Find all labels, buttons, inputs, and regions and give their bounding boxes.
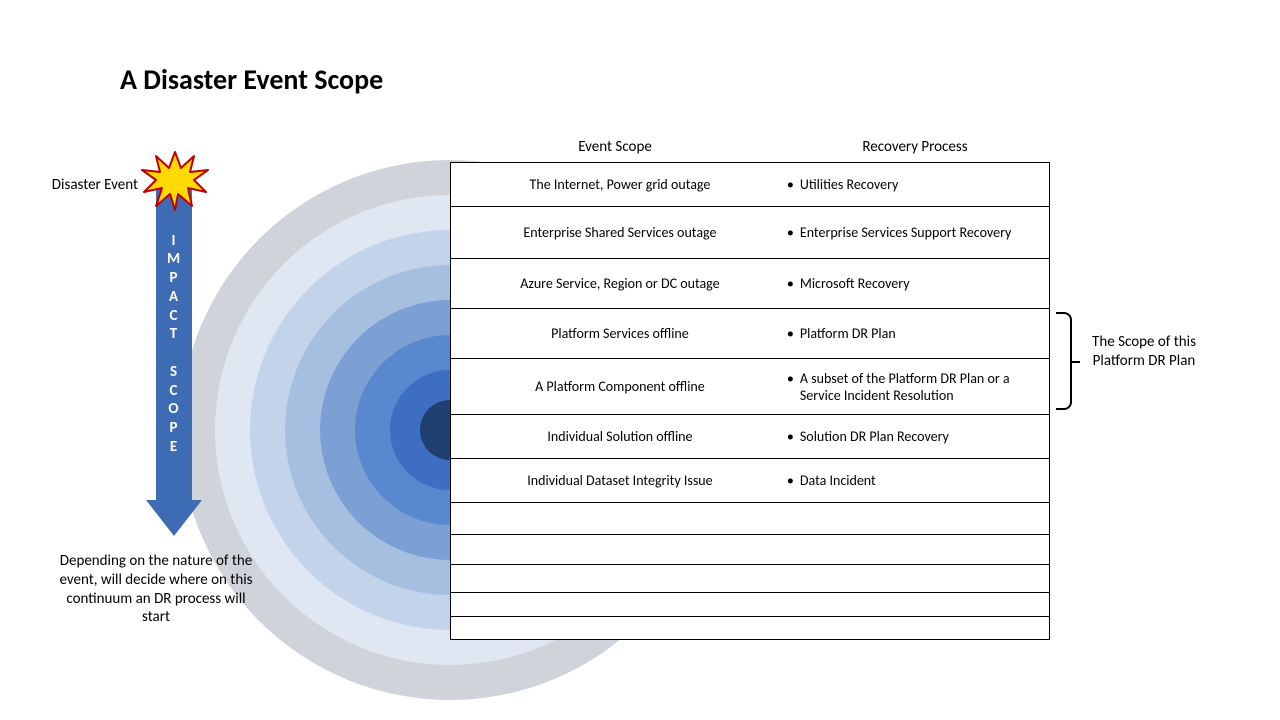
impact-arrow-letter: P (170, 269, 179, 288)
table-row: Individual Dataset Integrity IssueData I… (451, 459, 1049, 503)
header-event-scope: Event Scope (450, 138, 780, 156)
impact-arrow-head (146, 500, 202, 536)
bracket-label: The Scope of this Platform DR Plan (1084, 333, 1204, 371)
table-headers: Event Scope Recovery Process (450, 138, 1050, 156)
table-row (451, 565, 1049, 593)
event-scope-cell: Platform Services offline (461, 325, 779, 342)
recovery-process-cell: A subset of the Platform DR Plan or a Se… (779, 370, 1039, 404)
recovery-process-cell: Microsoft Recovery (779, 275, 1039, 292)
impact-arrow-letter: S (170, 363, 178, 382)
impact-arrow-letter: E (170, 438, 178, 457)
table-row: Individual Solution offlineSolution DR P… (451, 415, 1049, 459)
header-recovery-process: Recovery Process (780, 138, 1050, 156)
recovery-process-cell: Solution DR Plan Recovery (779, 428, 1039, 445)
page-title: A Disaster Event Scope (120, 62, 383, 97)
recovery-process-cell: Utilities Recovery (779, 176, 1039, 193)
impact-arrow-letter: I (172, 232, 177, 251)
table-row (451, 617, 1049, 641)
table-row: Platform Services offlinePlatform DR Pla… (451, 309, 1049, 359)
impact-scope-arrow: IMPACT SCOPE (146, 180, 202, 540)
table-row: A Platform Component offlineA subset of … (451, 359, 1049, 415)
event-scope-cell: A Platform Component offline (461, 378, 779, 395)
impact-arrow-letter: P (170, 419, 179, 438)
impact-arrow-letter: C (170, 382, 179, 401)
event-scope-cell: Individual Dataset Integrity Issue (461, 472, 779, 489)
impact-arrow-letter (172, 344, 176, 363)
recovery-process-cell: Data Incident (779, 472, 1039, 489)
table-row: Azure Service, Region or DC outageMicros… (451, 259, 1049, 309)
impact-arrow-letter: C (170, 307, 179, 326)
recovery-process-cell: Platform DR Plan (779, 325, 1039, 342)
event-scope-cell: Enterprise Shared Services outage (461, 224, 779, 241)
impact-arrow-letter: T (170, 325, 178, 344)
table-row (451, 535, 1049, 565)
impact-arrow-letter: A (169, 288, 179, 307)
table-row (451, 593, 1049, 617)
impact-arrow-letter: M (167, 250, 181, 269)
arrow-caption: Depending on the nature of the event, wi… (56, 552, 256, 627)
impact-arrow-shaft: IMPACT SCOPE (156, 180, 192, 500)
event-scope-cell: Individual Solution offline (461, 428, 779, 445)
table-row (451, 503, 1049, 535)
event-scope-cell: The Internet, Power grid outage (461, 176, 779, 193)
disaster-event-label: Disaster Event (38, 176, 138, 195)
table-row: Enterprise Shared Services outageEnterpr… (451, 207, 1049, 259)
recovery-process-cell: Enterprise Services Support Recovery (779, 224, 1039, 241)
event-scope-cell: Azure Service, Region or DC outage (461, 275, 779, 292)
explosion-icon (140, 150, 210, 212)
table-row: The Internet, Power grid outageUtilities… (451, 163, 1049, 207)
impact-arrow-letter: O (168, 400, 179, 419)
